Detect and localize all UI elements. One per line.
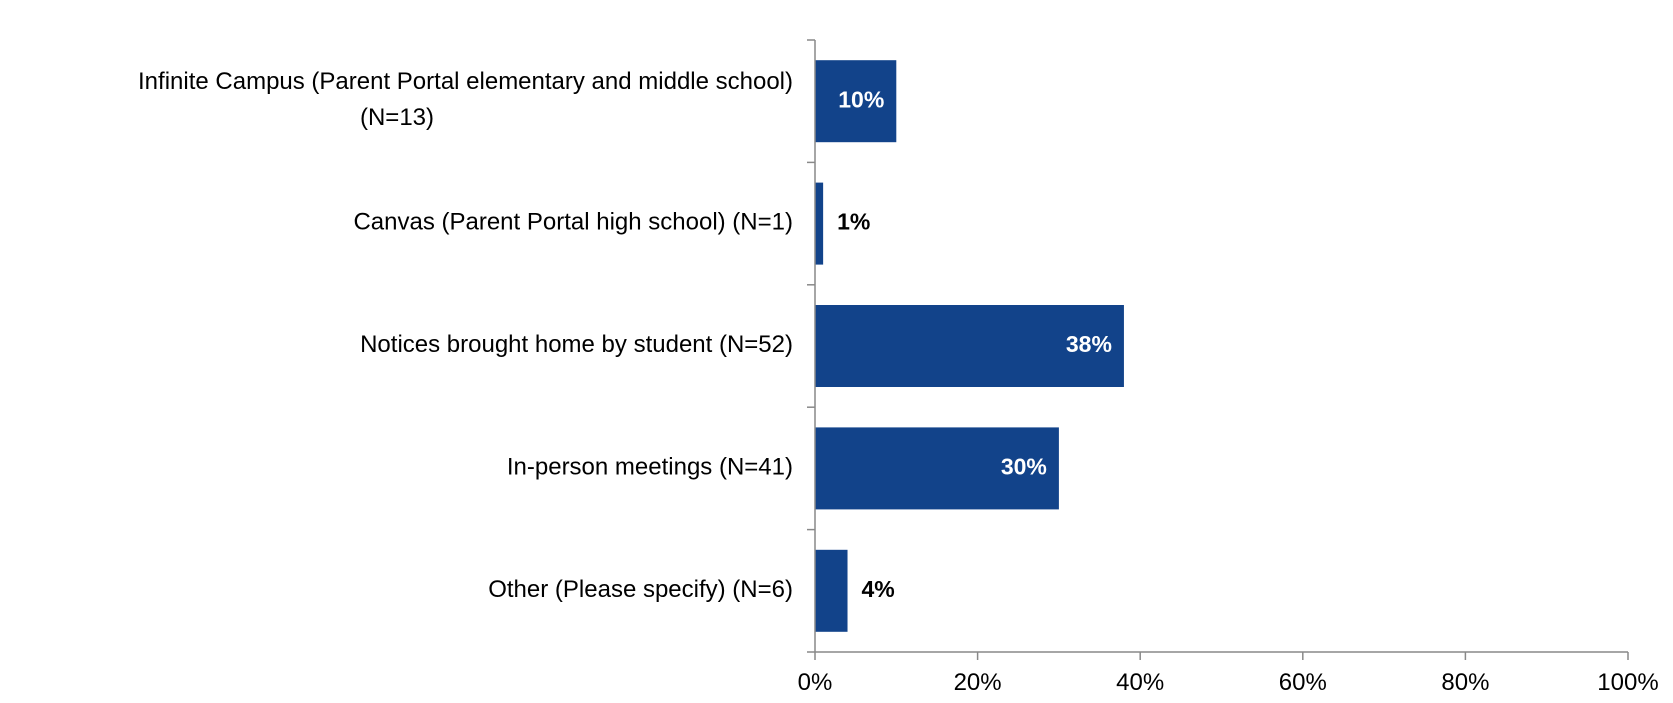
x-tick-label-1: 20% [954,669,1002,696]
bar-3 [815,427,1059,510]
category-label-2: Notices brought home by student (N=52) [360,331,793,358]
category-label-4: Other (Please specify) (N=6) [488,576,793,603]
data-label-1: 1% [837,209,870,235]
x-tick-label-2: 40% [1116,669,1164,696]
bar-1 [815,182,824,265]
labels-layer: 10% Infinite Campus (Parent Portal elemen… [138,69,1659,696]
category-label-1: Canvas (Parent Portal high school) (N=1) [353,209,793,236]
data-label-2: 38% [1066,331,1112,357]
data-label-4: 4% [862,576,895,602]
x-tick-label-5: 100% [1597,669,1658,696]
bars-layer [815,60,1124,632]
category-label-0: Infinite Campus (Parent Portal elementar… [138,69,793,132]
x-tick-label-3: 60% [1279,669,1327,696]
category-label-3: In-person meetings (N=41) [507,454,793,481]
x-tick-label-0: 0% [798,669,833,696]
axes-layer [807,39,1629,660]
data-label-3: 30% [1001,453,1047,479]
bar-2 [815,305,1124,387]
bar-0 [815,60,897,143]
bar-4 [815,549,848,632]
x-tick-label-4: 80% [1441,669,1489,696]
data-label-0: 10% [838,86,884,112]
